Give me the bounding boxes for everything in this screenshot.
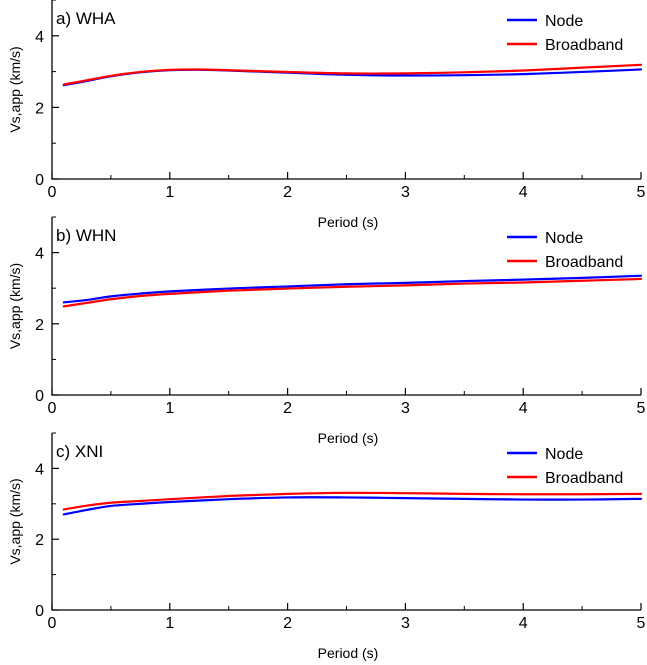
x-tick-label: 4 [519,400,528,417]
x-axis-label: Period (s) [318,430,379,446]
x-tick-label: 0 [48,184,57,201]
series-line-broadband [62,277,643,308]
y-tick-label: 2 [35,532,44,549]
x-tick-label: 1 [165,400,174,417]
legend-label-broadband: Broadband [545,470,623,487]
legend-label-node: Node [545,13,583,30]
y-tick-label: 2 [35,100,44,117]
x-tick-label: 1 [165,615,174,632]
x-axis-label: Period (s) [318,214,379,230]
x-tick-label: 2 [283,184,292,201]
panel-whn: 0 1 2 3 4 5 0 2 4 Period (s) Vs,app (km/s) b) WHN No… [7,216,646,446]
y-tick-label: 4 [35,461,44,478]
x-tick-label: 0 [48,400,57,417]
x-tick-label: 3 [401,615,410,632]
y-tick-label: 0 [35,388,44,405]
panel-title: a) WHA [56,9,116,28]
legend: Node Broadband [507,446,623,487]
x-tick-label: 1 [165,184,174,201]
legend-label-node: Node [545,230,583,247]
y-tick-label: 0 [35,172,44,189]
y-tick-label: 0 [35,603,44,620]
y-tick-label: 2 [35,317,44,334]
legend-label-broadband: Broadband [545,254,623,271]
panel-wha: 0 1 2 3 4 5 0 2 4 Period (s) Vs,app (km/s) a) WHA No… [7,0,646,230]
panel-title: b) WHN [56,226,116,245]
y-tick-label: 4 [35,246,44,263]
y-tick-label: 4 [35,29,44,46]
panel-xni: 0 1 2 3 4 5 0 2 4 Period (s) Vs,app (km/s) c) XNI No… [7,432,646,661]
y-axis-label: Vs,app (km/s) [7,478,23,564]
x-tick-label: 0 [48,615,57,632]
series-line-node [62,274,643,304]
x-tick-label: 3 [401,400,410,417]
series-line-node [62,496,643,516]
x-tick-label: 2 [283,400,292,417]
y-axis-label: Vs,app (km/s) [7,46,23,132]
legend: Node Broadband [507,230,623,271]
x-tick-label: 2 [283,615,292,632]
x-tick-label: 3 [401,184,410,201]
x-tick-label: 5 [637,184,646,201]
x-tick-label: 4 [519,184,528,201]
y-axis-label: Vs,app (km/s) [7,263,23,349]
x-tick-label: 4 [519,615,528,632]
legend-label-node: Node [545,446,583,463]
series-line-broadband [62,491,643,511]
panel-title: c) XNI [56,442,103,461]
series-line-broadband [62,63,643,86]
x-tick-label: 5 [637,615,646,632]
legend-label-broadband: Broadband [545,37,623,54]
legend: Node Broadband [507,13,623,54]
x-axis-label: Period (s) [318,645,379,661]
x-tick-label: 5 [637,400,646,417]
